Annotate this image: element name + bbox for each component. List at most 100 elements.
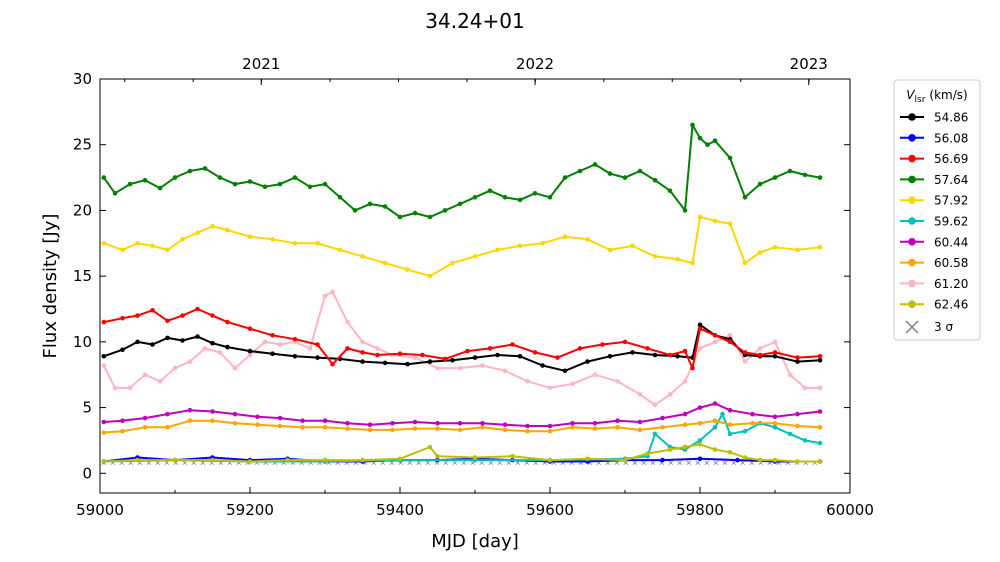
data-point-57.64 (247, 179, 253, 184)
data-point-62.46 (712, 447, 718, 452)
y-tick-label: 25 (73, 136, 92, 154)
data-point-56.08 (660, 457, 665, 463)
sigma-marker (479, 460, 485, 466)
data-point-57.64 (101, 175, 107, 180)
data-point-61.20 (202, 346, 208, 351)
data-point-57.64 (757, 181, 763, 187)
data-point-59.62 (802, 438, 808, 443)
data-point-60.58 (502, 427, 508, 433)
data-point-54.86 (382, 360, 388, 366)
legend-item-60.44: 60.44 (900, 235, 968, 249)
data-point-57.92 (135, 241, 140, 246)
data-point-57.64 (547, 195, 553, 200)
x-tick-label: 59800 (676, 501, 724, 519)
sigma-marker (488, 460, 494, 466)
data-point-61.20 (787, 372, 793, 378)
data-point-59.62 (742, 428, 748, 434)
data-point-54.86 (427, 359, 433, 364)
data-point-57.92 (652, 254, 658, 259)
data-point-60.44 (697, 405, 703, 410)
data-point-56.69 (682, 348, 688, 354)
data-point-56.69 (465, 348, 470, 354)
data-point-61.20 (187, 359, 193, 364)
data-point-56.69 (330, 361, 335, 367)
data-point-54.86 (247, 348, 253, 354)
sigma-marker (452, 460, 458, 466)
sigma-marker (650, 460, 656, 466)
x-tick-label: 59200 (226, 501, 274, 519)
data-point-60.44 (525, 423, 530, 429)
data-point-61.20 (142, 372, 148, 378)
legend-label: 54.86 (934, 111, 968, 125)
data-point-57.64 (307, 184, 313, 190)
data-point-60.58 (390, 427, 395, 433)
data-point-60.58 (697, 421, 703, 426)
data-point-60.44 (772, 414, 778, 420)
data-point-60.58 (637, 427, 643, 433)
data-point-60.58 (101, 430, 107, 435)
sigma-marker (632, 460, 638, 466)
data-point-56.69 (510, 342, 515, 347)
data-point-56.69 (757, 352, 763, 358)
data-point-62.46 (622, 457, 628, 463)
data-point-54.86 (135, 339, 140, 345)
legend-item-60.58: 60.58 (900, 256, 968, 270)
data-point-57.64 (232, 181, 238, 187)
data-point-54.86 (772, 354, 778, 359)
data-point-57.64 (292, 175, 298, 180)
sigma-marker (686, 460, 692, 466)
data-point-61.20 (652, 402, 658, 408)
data-point-61.20 (457, 365, 463, 371)
data-point-62.46 (547, 457, 553, 463)
data-point-62.46 (472, 455, 478, 460)
data-point-61.20 (817, 385, 823, 391)
legend: Vlsr (km/s) 54.86 56.08 56.69 57.64 57.92 59.6… (893, 79, 981, 341)
data-point-57.92 (712, 218, 718, 224)
sigma-marker (722, 460, 728, 466)
sigma-marker (677, 460, 683, 466)
sigma-marker (461, 460, 467, 466)
x-axis-label: MJD [day] (431, 531, 519, 552)
data-point-60.44 (277, 415, 283, 421)
data-point-61.20 (232, 365, 238, 371)
data-point-54.86 (817, 358, 823, 363)
data-point-60.58 (435, 426, 440, 431)
data-point-62.46 (247, 459, 253, 464)
y-axis-label: Flux density [Jy] (40, 214, 61, 359)
chart-title: 34.24+01 (425, 9, 524, 33)
y-axis: 0 5 10 15 20 25 30 (73, 70, 850, 482)
data-point-57.64 (727, 155, 733, 161)
legend-marker (908, 175, 916, 184)
data-point-60.44 (345, 421, 350, 426)
data-point-57.64 (787, 168, 793, 174)
legend-marker (908, 196, 916, 204)
data-point-60.44 (232, 411, 238, 417)
data-point-57.92 (630, 243, 635, 249)
data-point-57.92 (405, 267, 410, 272)
data-point-61.20 (157, 379, 163, 384)
data-point-56.69 (375, 352, 380, 358)
data-point-60.58 (772, 421, 778, 426)
sigma-marker (407, 460, 413, 466)
legend-item-54.86: 54.86 (900, 111, 968, 125)
data-point-56.69 (397, 351, 403, 357)
data-point-57.92 (690, 260, 695, 266)
data-point-62.46 (772, 457, 778, 463)
data-point-60.58 (300, 425, 305, 430)
data-point-60.58 (682, 422, 688, 428)
data-point-59.62 (712, 425, 718, 430)
legend-title: Vlsr (km/s) (906, 88, 967, 105)
data-point-60.58 (322, 425, 328, 430)
data-point-59.62 (772, 425, 778, 430)
data-point-57.92 (817, 244, 823, 250)
top-tick-label: 2023 (790, 55, 828, 73)
data-point-57.92 (270, 237, 275, 242)
legend-item-56.69: 56.69 (900, 152, 968, 166)
data-point-56.69 (795, 355, 800, 360)
data-point-57.64 (637, 168, 643, 174)
data-point-57.92 (210, 223, 215, 229)
legend-marker (908, 134, 916, 142)
data-point-62.46 (427, 444, 433, 450)
legend-label: 57.64 (934, 173, 968, 187)
